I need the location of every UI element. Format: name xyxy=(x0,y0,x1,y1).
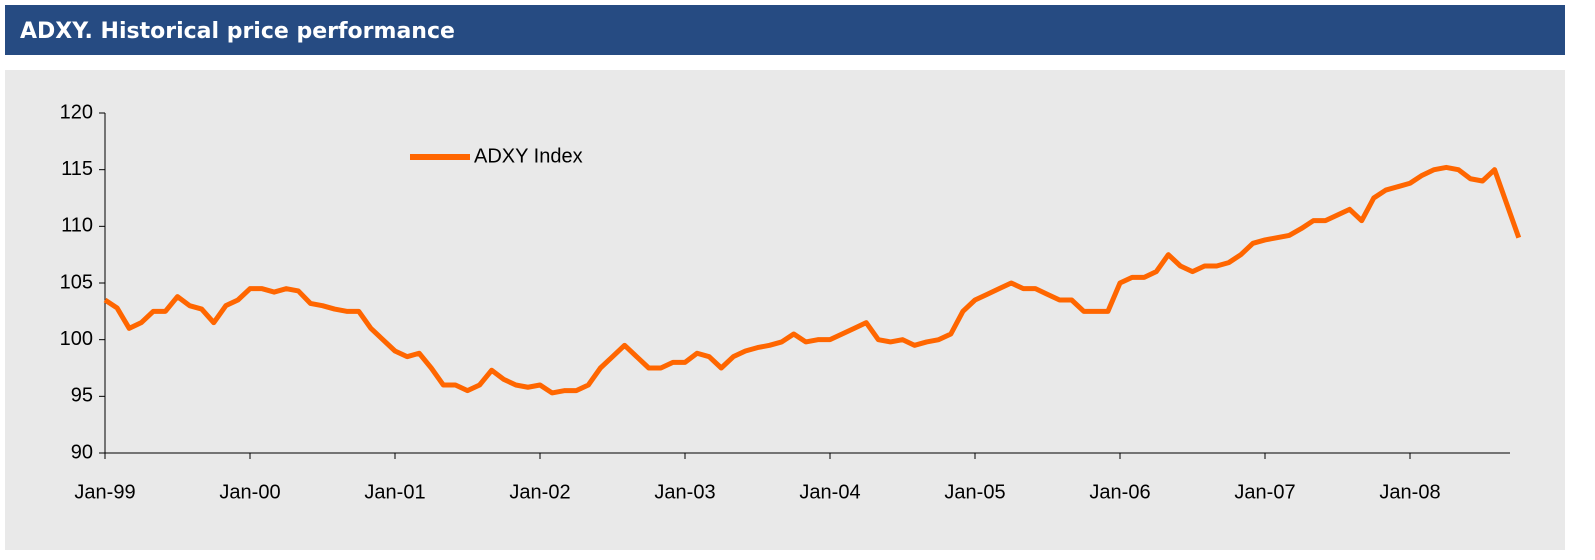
chart-area xyxy=(5,70,1565,550)
y-tick-label: 105 xyxy=(60,271,93,293)
x-tick-label: Jan-08 xyxy=(1379,481,1440,503)
y-tick-label: 110 xyxy=(61,215,93,237)
legend-label: ADXY Index xyxy=(474,145,583,167)
header-bar xyxy=(5,5,1565,55)
x-tick-label: Jan-01 xyxy=(364,481,425,503)
chart-title: ADXY. Historical price performance xyxy=(20,19,455,44)
y-tick-label: 95 xyxy=(71,385,93,407)
x-tick-label: Jan-99 xyxy=(74,481,135,503)
x-tick-label: Jan-06 xyxy=(1089,481,1150,503)
y-tick-label: 115 xyxy=(61,158,93,180)
x-tick-label: Jan-04 xyxy=(799,481,860,503)
y-tick-label: 90 xyxy=(71,441,93,463)
x-tick-label: Jan-00 xyxy=(219,481,280,503)
x-tick-label: Jan-05 xyxy=(944,481,1005,503)
y-tick-label: 100 xyxy=(60,328,93,350)
x-tick-label: Jan-02 xyxy=(509,481,570,503)
x-tick-label: Jan-07 xyxy=(1234,481,1295,503)
x-tick-label: Jan-03 xyxy=(654,481,715,503)
y-tick-label: 120 xyxy=(60,101,93,123)
line-series xyxy=(103,164,1522,396)
